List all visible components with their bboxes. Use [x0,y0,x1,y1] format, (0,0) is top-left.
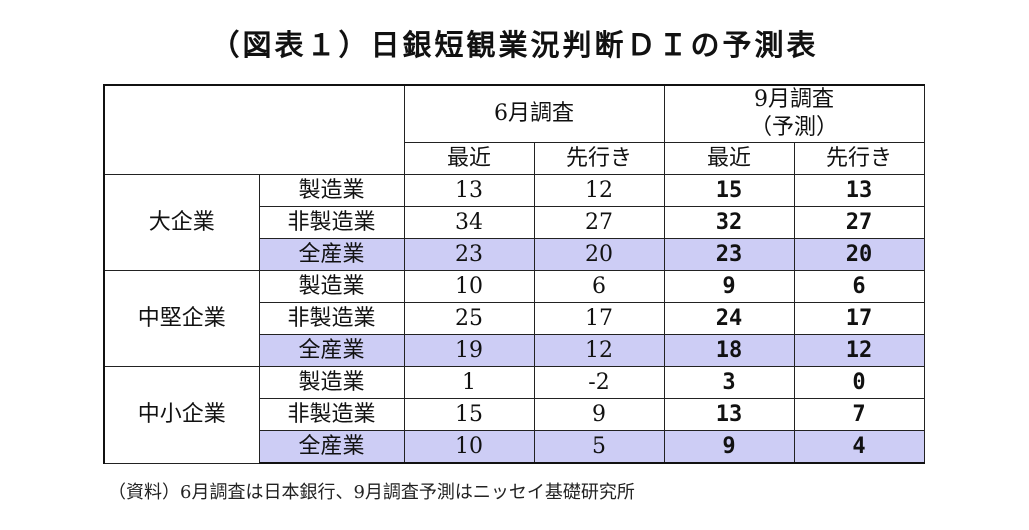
sept-recent-value: 23 [663,238,795,271]
sept-recent-value: 9 [663,270,795,303]
sept-ahead-value: 7 [793,398,925,431]
june-ahead-value: 27 [533,206,665,239]
june-recent-value: 34 [403,206,535,239]
industry-label: 非製造業 [258,398,405,431]
june-ahead-value: 12 [533,174,665,207]
sept-recent-value: 9 [663,430,795,464]
june-ahead-value: 6 [533,270,665,303]
sept-ahead-value: 20 [793,238,925,271]
june-recent-value: 25 [403,302,535,335]
sept-ahead-value: 17 [793,302,925,335]
company-size-label: 中小企業 [103,366,260,464]
june-recent-value: 15 [403,398,535,431]
sept-ahead-value: 4 [793,430,925,464]
page-title: （図表１）日銀短観業況判断ＤＩの予測表 [210,28,819,62]
header-sept-survey-line1: 9月調査 [754,87,834,112]
di-forecast-table: 6月調査 9月調査 （予測） 最近 先行き 最近 先行き 大企業 製造業 13 … [103,84,925,464]
company-size-label: 大企業 [103,174,260,271]
june-ahead-value: -2 [533,366,665,399]
industry-label: 全産業 [258,238,405,271]
june-recent-value: 1 [403,366,535,399]
sept-ahead-value: 0 [793,366,925,399]
header-sept-survey: 9月調査 （予測） [663,84,925,143]
industry-label: 製造業 [258,174,405,207]
june-recent-value: 10 [403,270,535,303]
company-size-label: 中堅企業 [103,270,260,367]
june-ahead-value: 17 [533,302,665,335]
sept-recent-value: 24 [663,302,795,335]
industry-label: 非製造業 [258,302,405,335]
sept-recent-value: 13 [663,398,795,431]
sept-ahead-value: 27 [793,206,925,239]
sept-recent-value: 32 [663,206,795,239]
header-sept-recent: 最近 [663,142,795,175]
header-june-recent: 最近 [403,142,535,175]
industry-label: 製造業 [258,270,405,303]
june-ahead-value: 9 [533,398,665,431]
header-sept-ahead: 先行き [793,142,925,175]
sept-recent-value: 18 [663,334,795,367]
june-ahead-value: 20 [533,238,665,271]
industry-label: 非製造業 [258,206,405,239]
source-note: （資料）6月調査は日本銀行、9月調査予測はニッセイ基礎研究所 [108,482,635,503]
sept-ahead-value: 6 [793,270,925,303]
sept-ahead-value: 13 [793,174,925,207]
june-recent-value: 19 [403,334,535,367]
header-june-ahead: 先行き [533,142,665,175]
header-sept-survey-line2: （予測） [750,115,839,140]
sept-recent-value: 15 [663,174,795,207]
corner-cell [103,84,405,175]
june-ahead-value: 5 [533,430,665,464]
sept-recent-value: 3 [663,366,795,399]
industry-label: 全産業 [258,334,405,367]
industry-label: 製造業 [258,366,405,399]
june-recent-value: 10 [403,430,535,464]
june-recent-value: 13 [403,174,535,207]
sept-ahead-value: 12 [793,334,925,367]
header-june-survey: 6月調査 [403,84,665,143]
june-ahead-value: 12 [533,334,665,367]
industry-label: 全産業 [258,430,405,464]
june-recent-value: 23 [403,238,535,271]
